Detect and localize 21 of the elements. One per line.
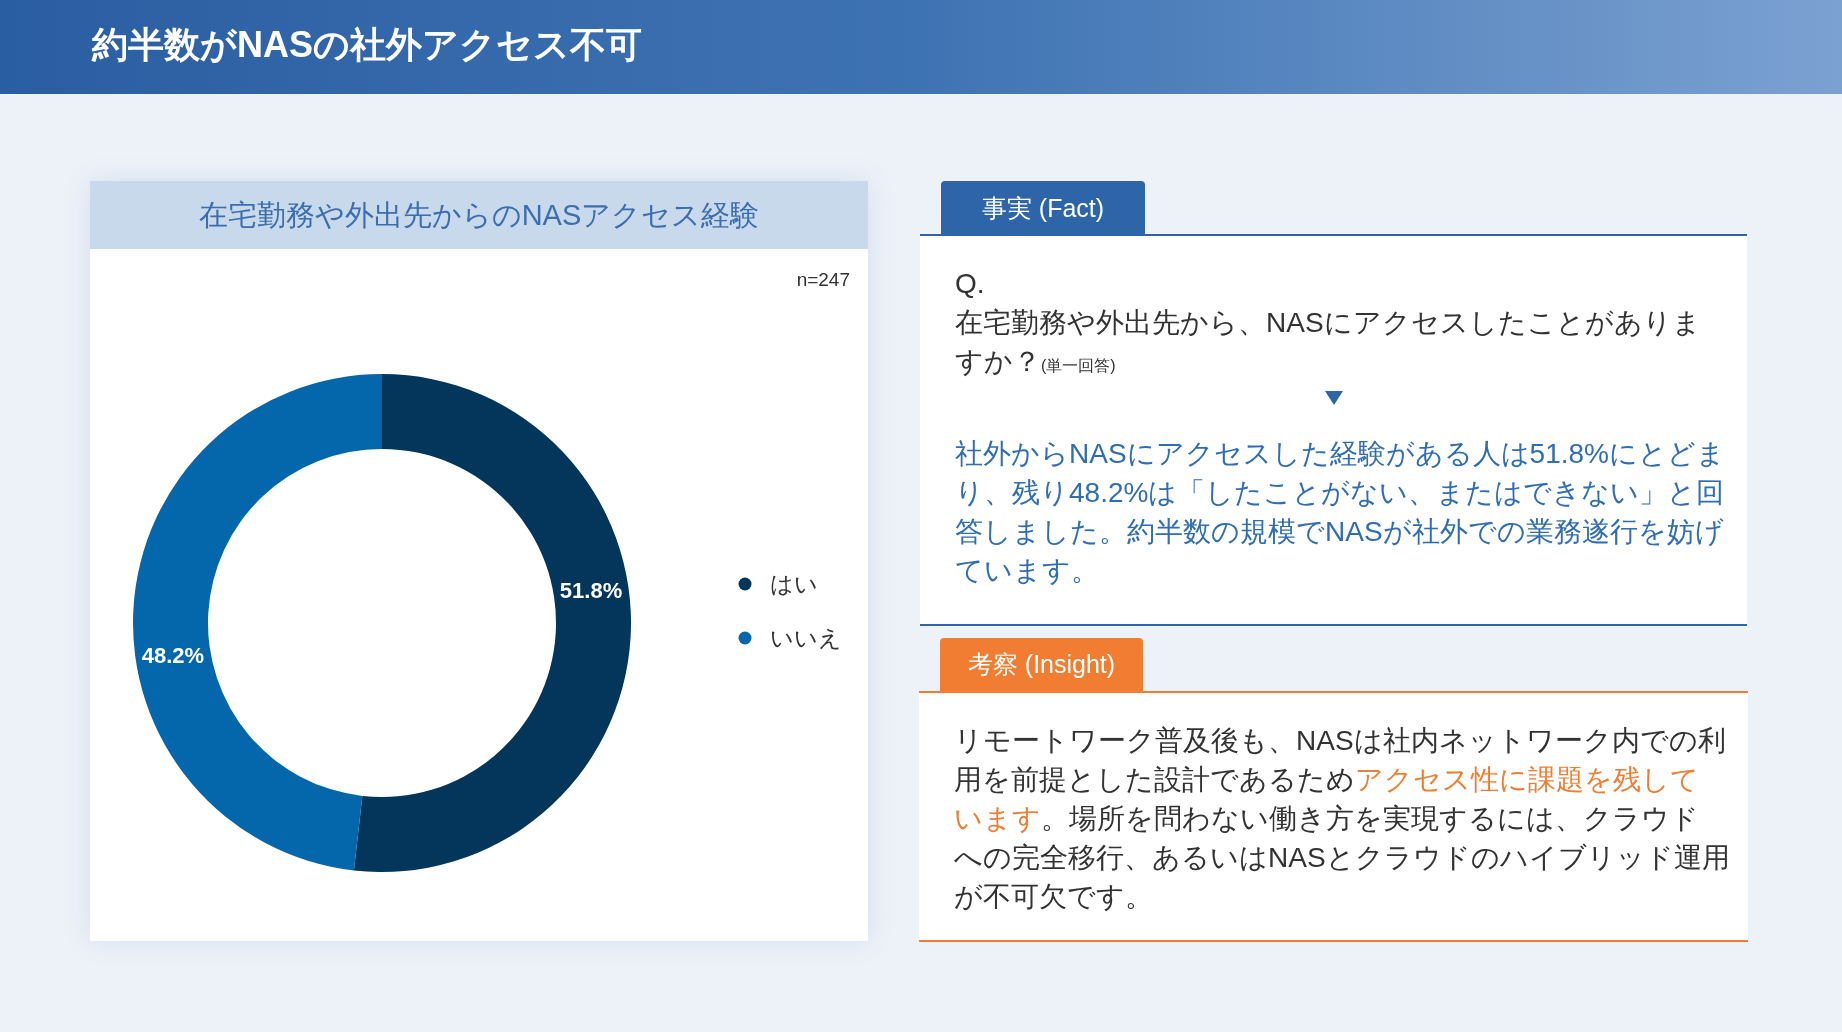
text: 在宅勤務や外出先から、NASにアクセスしたことがありま bbox=[955, 307, 1701, 338]
text: 事実 (Fact) bbox=[941, 181, 1145, 235]
data-label: 51.8% bbox=[559, 578, 623, 604]
text: 用を前提とした設計であるため bbox=[954, 764, 1355, 795]
legend-label: いいえ bbox=[770, 625, 842, 651]
text: (単一回答) bbox=[1041, 357, 1116, 374]
chart-title: 約半数がNASの社外アクセス不可 bbox=[92, 23, 643, 67]
data-label: 48.2% bbox=[141, 642, 205, 668]
text: います bbox=[954, 803, 1041, 834]
text: Q. bbox=[955, 268, 985, 299]
text: リモートワーク普及後も、NASは社内ネットワーク内での利 bbox=[954, 725, 1726, 756]
text: が不可欠です。 bbox=[954, 881, 1153, 912]
chart-subtitle: 在宅勤務や外出先からのNASアクセス経験 bbox=[90, 181, 868, 249]
text: 社外からNASにアクセスした経験がある人は51.8%にとどまり、残り48.2%は「したことがない、またはできない」と回答しました。約半数の規模でNASが社外での業務遂行を妨げています。 bbox=[955, 438, 1725, 586]
text: 。場所を問わない働き方を実現するには、クラウド bbox=[1041, 803, 1699, 834]
text: 考察 (Insight) bbox=[940, 638, 1143, 691]
text: すか？ bbox=[955, 346, 1041, 377]
text: n=247 bbox=[796, 268, 850, 292]
text: アクセス性に課題を残して bbox=[1355, 764, 1699, 795]
text: への完全移行、あるいはNASとクラウドのハイブリッド運用 bbox=[954, 842, 1730, 873]
legend-label: はい bbox=[770, 571, 818, 597]
